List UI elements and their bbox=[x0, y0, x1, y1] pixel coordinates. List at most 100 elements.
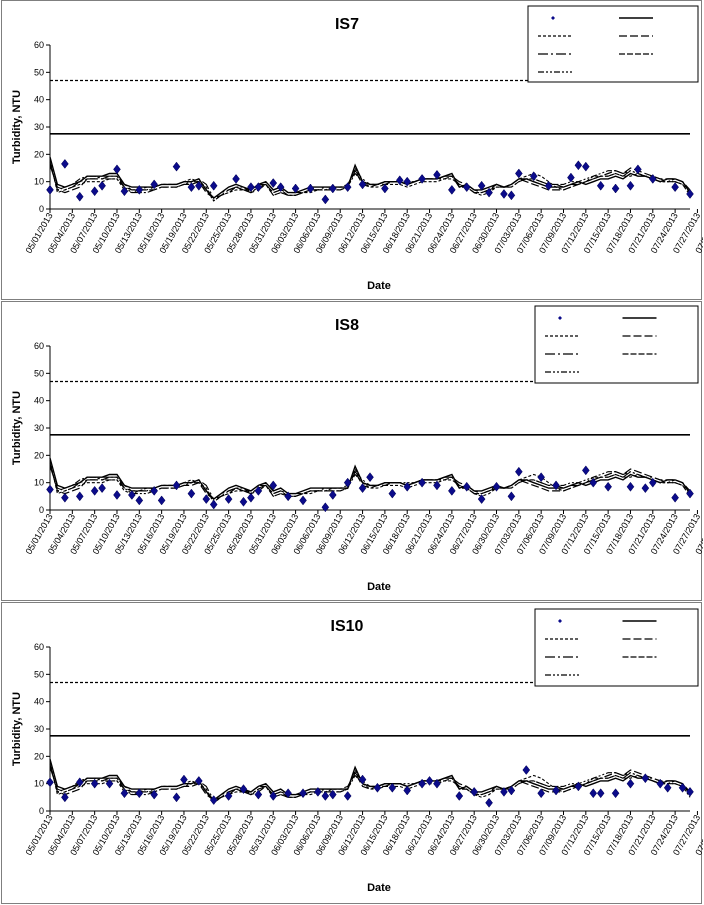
observed-point bbox=[611, 183, 620, 194]
y-tick-label: 10 bbox=[34, 177, 44, 187]
observed-point bbox=[515, 466, 523, 477]
observed-point bbox=[626, 180, 635, 191]
observed-point bbox=[150, 789, 159, 800]
y-axis-label: Turbidity, NTU bbox=[11, 90, 23, 164]
y-axis-label: Turbidity, NTU bbox=[11, 391, 23, 465]
observed-point bbox=[626, 481, 635, 492]
observed-point bbox=[596, 788, 605, 799]
series-line bbox=[49, 764, 691, 804]
observed-point bbox=[648, 174, 657, 184]
x-axis-label: Date bbox=[367, 882, 391, 894]
observed-point bbox=[634, 164, 642, 175]
y-tick-label: 0 bbox=[39, 806, 44, 816]
observed-point bbox=[537, 788, 545, 799]
observed-point bbox=[105, 778, 114, 789]
observed-point bbox=[75, 491, 84, 502]
x-axis-label: Date bbox=[367, 280, 391, 292]
observed-point bbox=[626, 778, 635, 789]
x-axis-label: Date bbox=[367, 581, 391, 593]
observed-point bbox=[663, 782, 672, 793]
observed-point bbox=[641, 773, 650, 784]
legend-symbol bbox=[558, 316, 562, 320]
observed-point bbox=[395, 175, 404, 186]
observed-point bbox=[433, 169, 441, 180]
observed-point bbox=[120, 186, 129, 197]
observed-point bbox=[470, 786, 479, 797]
observed-point bbox=[276, 182, 285, 193]
y-tick-label: 60 bbox=[34, 341, 44, 351]
observed-point bbox=[388, 782, 397, 793]
observed-point bbox=[403, 785, 412, 796]
observed-point bbox=[522, 765, 531, 775]
observed-point bbox=[254, 182, 263, 193]
observed-point bbox=[328, 490, 337, 500]
observed-point bbox=[418, 174, 426, 184]
chart-title: IS7 bbox=[335, 16, 359, 33]
y-tick-label: 50 bbox=[34, 368, 44, 378]
observed-point bbox=[239, 496, 248, 507]
observed-point bbox=[574, 781, 583, 792]
observed-point bbox=[172, 792, 181, 803]
y-tick-label: 0 bbox=[39, 204, 44, 214]
observed-point bbox=[425, 776, 434, 786]
observed-point bbox=[574, 160, 583, 171]
observed-point bbox=[373, 782, 382, 793]
observed-point bbox=[75, 777, 84, 788]
observed-point bbox=[537, 472, 545, 483]
observed-point bbox=[284, 788, 292, 799]
observed-point bbox=[61, 792, 69, 803]
observed-point bbox=[269, 480, 278, 491]
series-line bbox=[49, 162, 691, 202]
observed-point bbox=[648, 477, 657, 488]
chart-title: IS8 bbox=[335, 317, 359, 334]
observed-point bbox=[671, 182, 679, 193]
legend bbox=[534, 305, 699, 384]
observed-point bbox=[157, 495, 166, 506]
observed-point bbox=[611, 788, 620, 799]
observed-point bbox=[678, 782, 687, 793]
y-tick-label: 40 bbox=[34, 95, 44, 105]
y-tick-label: 20 bbox=[34, 751, 44, 761]
observed-point bbox=[358, 483, 367, 494]
observed-point bbox=[604, 481, 612, 492]
observed-point bbox=[135, 495, 144, 506]
observed-point bbox=[187, 182, 196, 193]
observed-point bbox=[544, 180, 553, 191]
y-tick-label: 0 bbox=[39, 505, 44, 515]
observed-point bbox=[90, 485, 99, 496]
observed-point bbox=[477, 180, 486, 191]
observed-point bbox=[552, 480, 560, 491]
observed-point bbox=[477, 494, 486, 504]
observed-point bbox=[254, 789, 263, 800]
y-tick-label: 20 bbox=[34, 149, 44, 159]
observed-point bbox=[485, 797, 493, 808]
observed-point bbox=[150, 179, 159, 190]
observed-point bbox=[75, 191, 84, 202]
observed-point bbox=[418, 477, 426, 488]
observed-point bbox=[343, 477, 352, 488]
observed-point bbox=[247, 182, 255, 193]
observed-point bbox=[507, 785, 516, 796]
observed-point bbox=[500, 786, 508, 797]
observed-point bbox=[388, 488, 397, 499]
observed-point bbox=[403, 176, 412, 187]
observed-point bbox=[46, 777, 54, 788]
y-tick-label: 50 bbox=[34, 67, 44, 77]
observed-point bbox=[150, 485, 159, 496]
observed-point bbox=[299, 788, 307, 799]
y-tick-label: 10 bbox=[34, 478, 44, 488]
observed-point bbox=[343, 182, 352, 193]
y-tick-label: 40 bbox=[34, 697, 44, 707]
observed-point bbox=[321, 194, 330, 205]
observed-point bbox=[209, 180, 218, 191]
observed-point bbox=[552, 785, 560, 796]
y-tick-label: 60 bbox=[34, 642, 44, 652]
observed-point bbox=[113, 164, 121, 175]
observed-point bbox=[209, 795, 218, 805]
observed-point bbox=[90, 186, 99, 197]
observed-point bbox=[172, 161, 181, 172]
observed-point bbox=[507, 491, 516, 502]
observed-point bbox=[120, 788, 129, 799]
series-line bbox=[49, 162, 691, 199]
